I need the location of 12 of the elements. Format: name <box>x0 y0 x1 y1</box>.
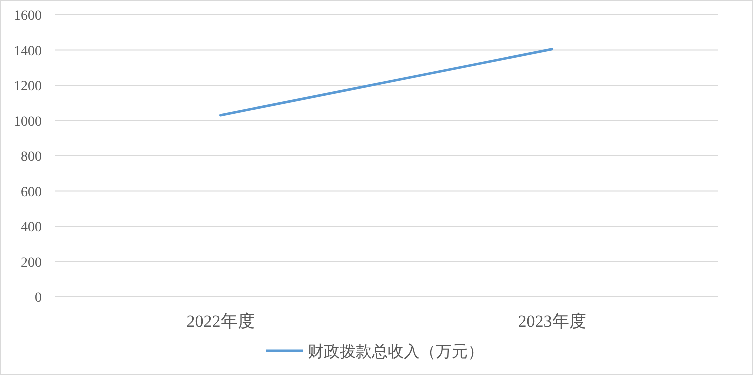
y-tick-label: 600 <box>21 185 42 200</box>
x-tick-label: 2022年度 <box>186 312 255 331</box>
y-tick-label: 1200 <box>14 80 42 94</box>
y-tick-label: 0 <box>35 291 42 306</box>
legend-label: 财政拨款总收入（万元） <box>308 343 484 361</box>
y-tick-label: 1600 <box>14 9 42 24</box>
y-tick-label: 400 <box>21 220 42 236</box>
x-tick-label: 2023年度 <box>518 312 586 331</box>
y-tick-label: 1000 <box>14 114 42 130</box>
y-tick-label: 200 <box>21 256 42 271</box>
y-tick-label: 1400 <box>14 44 42 60</box>
y-tick-label: 800 <box>21 150 42 165</box>
